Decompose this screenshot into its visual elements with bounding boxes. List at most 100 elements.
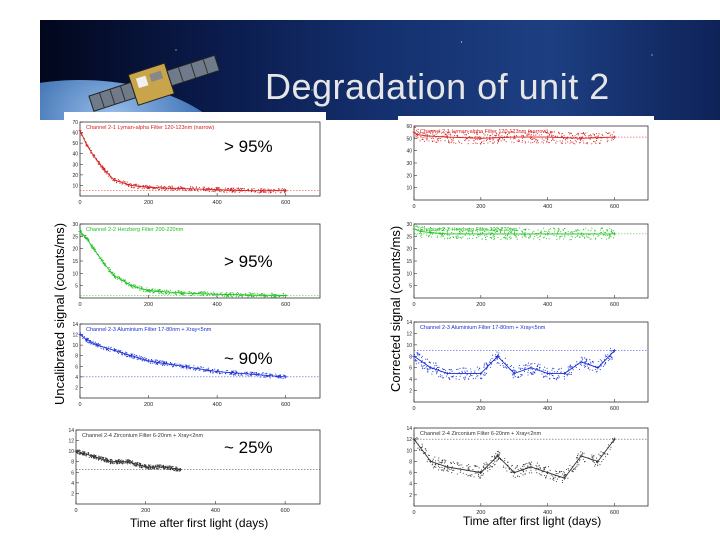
chart-4-point [227,369,229,371]
chart-1-point [563,134,565,136]
chart-4-point [188,364,190,366]
chart-5-point [609,358,611,360]
chart-4-point [253,372,255,374]
chart-1-marker-1 [415,133,419,137]
chart-0-point [170,188,172,190]
chart-1-point [546,141,548,143]
chart-6-ytick-label-3: 8 [71,460,74,466]
chart-5-point [443,377,445,379]
chart-6-point [116,461,118,463]
chart-6-point [148,465,150,467]
chart-6-point [142,465,144,467]
chart-1-point [453,134,456,136]
chart-6-point [101,459,103,461]
chart-4-point [251,372,254,374]
chart-3-point [533,238,535,240]
chart-4-point [145,358,147,360]
chart-5-point [604,354,606,356]
chart-3-point [441,230,443,232]
chart-5-point [524,366,526,368]
chart-1-xtick-label-0: 0 [412,204,415,210]
chart-3-point [594,238,596,240]
chart-4-point [143,357,145,359]
chart-0-point [259,192,261,194]
chart-4-point [247,375,249,377]
chart-2-point [191,291,193,294]
chart-6-point [107,460,109,463]
chart-5-point [591,361,593,363]
chart-3-point [490,237,492,239]
chart-3-point [576,230,578,232]
chart-0-point [195,186,197,188]
chart-0-point [192,187,194,189]
chart-4-point [166,364,168,366]
chart-2-point [116,278,118,280]
chart-6-point [146,467,148,469]
chart-5-point [587,363,589,365]
chart-4-xtick-label-3: 600 [281,402,290,408]
chart-5-point [463,377,465,379]
chart-7-point [480,469,483,471]
chart-5-point [435,370,437,372]
chart-1-point [506,134,509,136]
chart-0-point [119,182,121,185]
chart-2-point [226,291,228,294]
chart-2-point [158,292,161,294]
chart-0-point [262,190,264,192]
chart-3-point [504,233,506,235]
chart-2-point [193,294,195,296]
chart-5-point [556,372,558,374]
chart-6-point [82,454,84,456]
chart-1-point [613,131,615,133]
chart-2-ytick-label-2: 15 [72,259,78,265]
chart-3-point [417,226,419,228]
chart-0-point [283,189,285,191]
chart-0-point [202,186,204,188]
chart-0-marker-2 [92,154,96,158]
chart-5-xtick-label-2: 400 [543,406,552,412]
chart-4-point [231,370,233,372]
chart-7-point [498,452,500,454]
chart-2-point [98,255,100,257]
chart-1-point [430,130,432,132]
chart-5-point [456,368,458,370]
chart-3-point [509,227,511,229]
chart-1-point [444,140,446,142]
chart-4-point [130,353,132,355]
chart-1-point [464,139,466,142]
chart-3-point [416,229,418,231]
chart-5-point [504,366,506,368]
chart-4-point [102,346,104,348]
chart-2-point [163,289,165,291]
chart-6-point [128,459,130,461]
chart-3-point [506,229,508,231]
chart-4-point [95,345,97,347]
chart-1-point [580,132,582,135]
chart-1-point [453,131,456,133]
chart-7-ytick-label-6: 14 [406,426,412,432]
chart-7-point [527,466,529,469]
chart-3-point [612,232,614,234]
chart-3-point [547,230,549,232]
chart-3-point [611,230,613,232]
chart-1-point [489,135,491,137]
chart-2-xtick-label-1: 200 [144,302,153,308]
chart-3-point [578,229,580,231]
chart-7-point [559,476,561,478]
chart-5-point [464,379,466,381]
chart-3-point [421,228,423,230]
chart-1-point [472,142,474,145]
chart-1-point [422,133,424,135]
chart-5-point [435,371,438,373]
chart-1-point [498,134,500,136]
chart-5-point [557,375,559,377]
chart-1-xtick-label-1: 200 [476,204,485,210]
chart-4-point [231,373,233,375]
chart-4-point [194,369,196,371]
chart-7-point [485,462,487,464]
chart-7-point [456,473,458,475]
chart-2-point [202,295,204,297]
chart-3-point [528,228,530,231]
chart-3-point [567,234,569,236]
chart-1-point [556,140,558,142]
